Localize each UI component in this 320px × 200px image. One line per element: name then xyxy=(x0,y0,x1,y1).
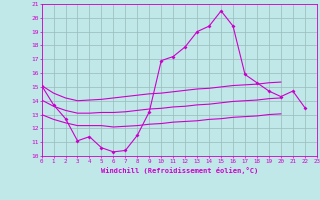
X-axis label: Windchill (Refroidissement éolien,°C): Windchill (Refroidissement éolien,°C) xyxy=(100,167,258,174)
